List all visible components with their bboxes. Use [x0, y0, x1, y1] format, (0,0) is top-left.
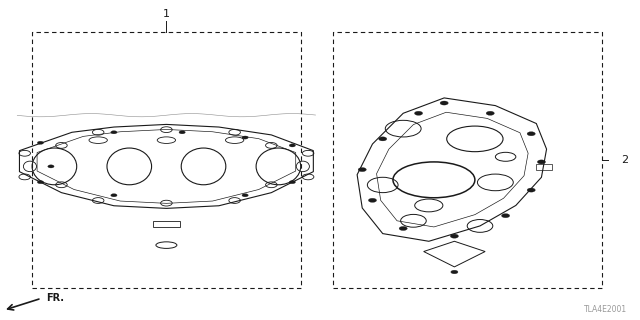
Ellipse shape [289, 144, 296, 147]
Ellipse shape [502, 214, 509, 218]
Ellipse shape [399, 227, 407, 230]
Ellipse shape [37, 141, 44, 144]
Text: 1: 1 [163, 9, 170, 20]
Ellipse shape [48, 165, 54, 168]
Bar [32, 32, 301, 288]
Ellipse shape [451, 270, 458, 274]
Ellipse shape [37, 180, 44, 184]
Ellipse shape [111, 194, 117, 197]
Bar [154, 221, 179, 228]
Ellipse shape [242, 194, 248, 197]
Bar [536, 164, 552, 170]
Bar [333, 32, 602, 288]
Ellipse shape [358, 168, 366, 172]
Ellipse shape [242, 136, 248, 139]
Ellipse shape [527, 188, 535, 192]
Ellipse shape [451, 234, 458, 238]
Text: TLA4E2001: TLA4E2001 [584, 305, 627, 314]
Ellipse shape [527, 132, 535, 136]
Ellipse shape [369, 198, 376, 202]
Ellipse shape [111, 131, 117, 134]
Ellipse shape [379, 137, 387, 141]
Text: 2: 2 [621, 155, 628, 165]
Ellipse shape [179, 131, 186, 134]
Text: FR.: FR. [46, 292, 64, 303]
Ellipse shape [415, 111, 422, 115]
Ellipse shape [440, 101, 448, 105]
Ellipse shape [486, 111, 494, 115]
Ellipse shape [538, 160, 545, 164]
Ellipse shape [289, 180, 296, 184]
